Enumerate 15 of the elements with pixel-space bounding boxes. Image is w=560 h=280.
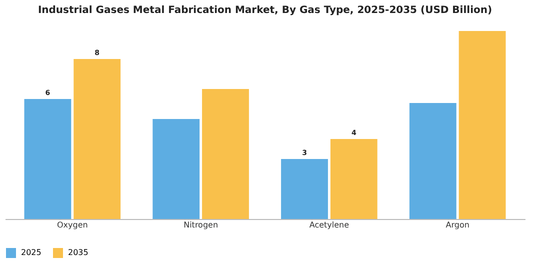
x-tick-label: Nitrogen	[184, 220, 218, 230]
x-tick-label: Acetylene	[309, 220, 350, 230]
bar	[24, 99, 72, 219]
legend-label: 2025	[21, 248, 42, 257]
bar	[74, 59, 121, 219]
bar	[281, 159, 328, 219]
bar	[202, 89, 249, 219]
bar	[458, 31, 506, 219]
bar	[152, 119, 200, 219]
legend-label: 2035	[68, 248, 88, 257]
x-tick-label: Oxygen	[56, 220, 88, 230]
chart-title: Industrial Gases Metal Fabrication Market, By Gas Type, 2025-2035 (USD Billion)	[38, 5, 492, 16]
x-tick-label: Argon	[446, 220, 470, 230]
bar	[330, 139, 378, 219]
bar	[409, 103, 456, 219]
